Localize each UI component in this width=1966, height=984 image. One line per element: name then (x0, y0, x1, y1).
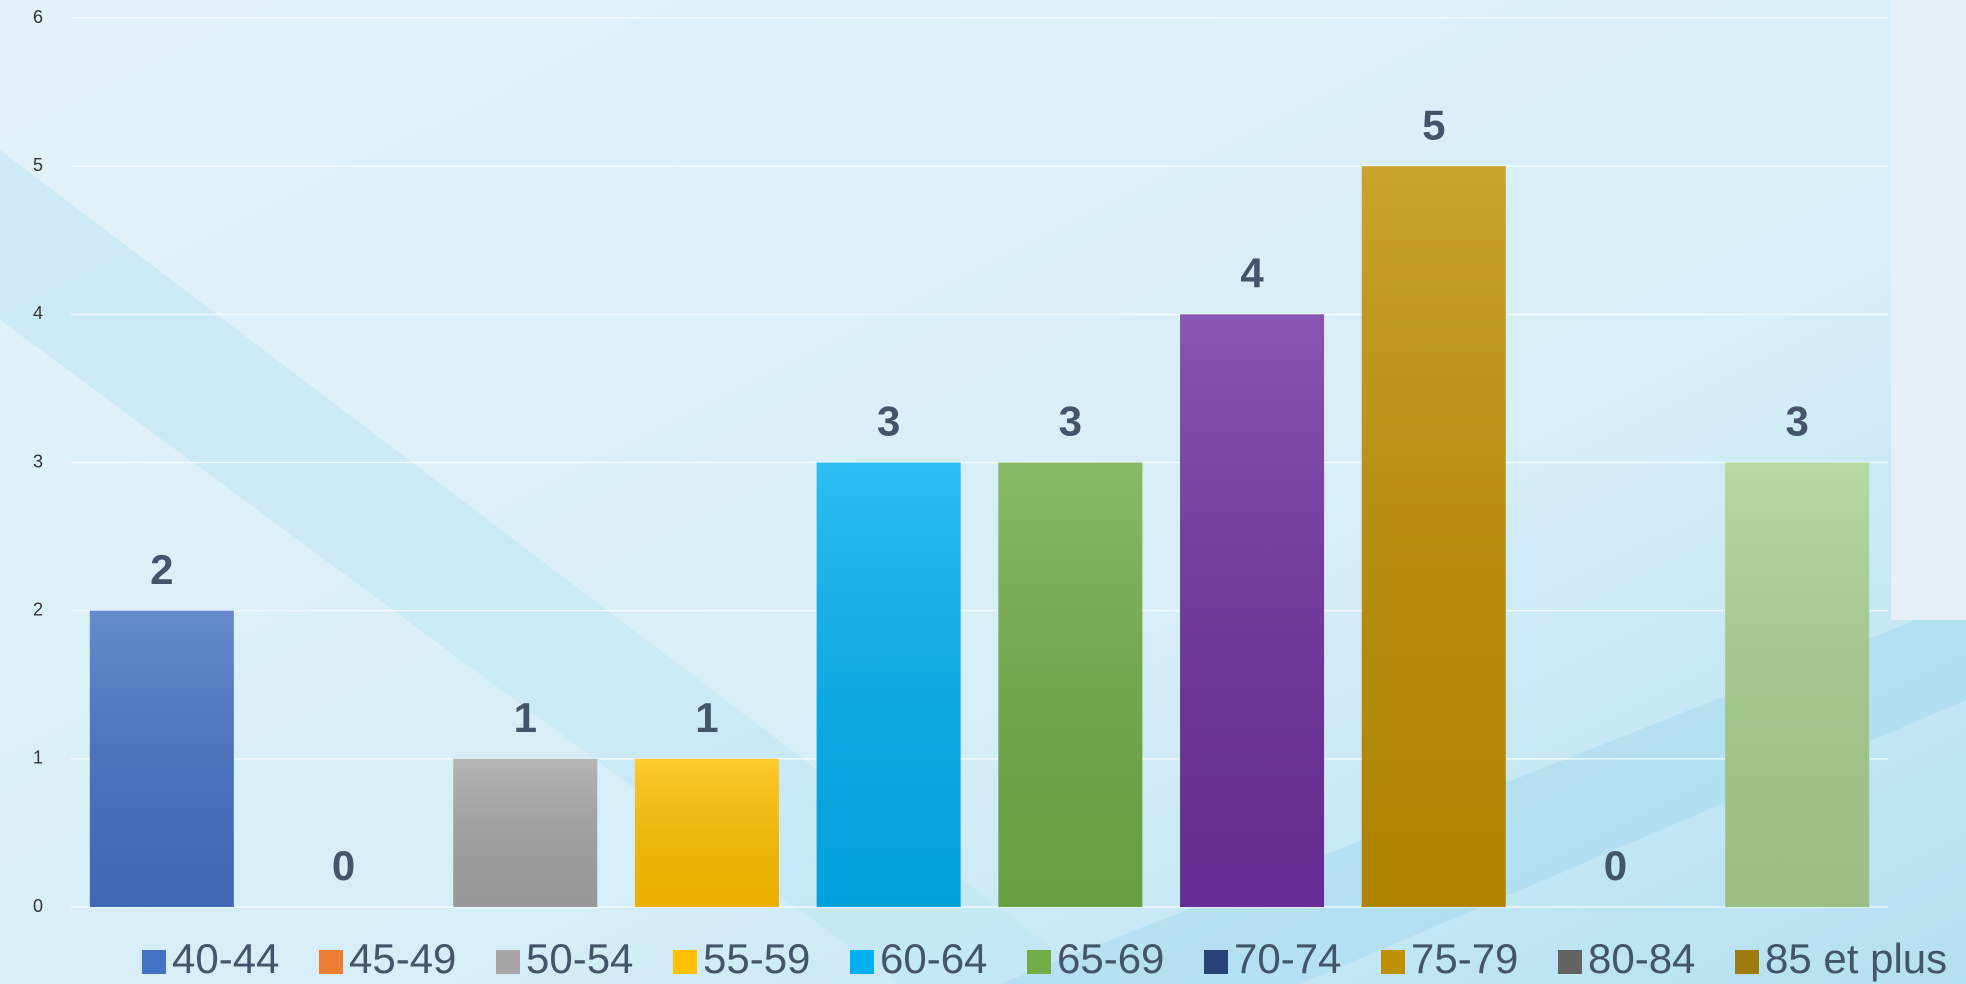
data-label: 4 (1240, 249, 1264, 296)
side-panel (1891, 0, 1966, 620)
data-label: 3 (1059, 398, 1082, 445)
legend-label: 55-59 (703, 935, 810, 982)
y-tick-label: 1 (33, 748, 43, 768)
legend-label: 65-69 (1057, 935, 1164, 982)
data-label: 3 (877, 398, 900, 445)
y-tick-label: 4 (33, 303, 43, 323)
legend-label: 40-44 (172, 935, 279, 982)
bar-shade (1725, 462, 1870, 907)
legend-label: 85 et plus (1765, 935, 1947, 982)
y-tick-label: 5 (33, 155, 43, 175)
legend-swatch (1027, 950, 1051, 974)
y-tick-label: 0 (33, 896, 43, 916)
bar-shade (634, 758, 779, 907)
legend-swatch (1381, 950, 1405, 974)
legend-swatch (1735, 950, 1759, 974)
legend-swatch (1204, 950, 1228, 974)
bar-shade (1180, 314, 1325, 907)
legend-swatch (142, 950, 166, 974)
legend-swatch (850, 950, 874, 974)
legend-label: 70-74 (1234, 935, 1341, 982)
legend-swatch (673, 950, 697, 974)
legend-label: 60-64 (880, 935, 987, 982)
legend-label: 45-49 (349, 935, 456, 982)
y-tick-label: 3 (33, 451, 43, 471)
data-label: 1 (514, 694, 537, 741)
bar-shade (816, 462, 961, 907)
data-label: 2 (150, 546, 173, 593)
bar-shade (998, 462, 1143, 907)
legend-swatch (1558, 950, 1582, 974)
bar-shade (453, 758, 598, 907)
legend-label: 80-84 (1588, 935, 1695, 982)
data-label: 0 (1604, 842, 1627, 889)
bar-shade (89, 610, 234, 907)
data-label: 3 (1785, 398, 1808, 445)
legend-swatch (319, 950, 343, 974)
data-label: 1 (695, 694, 718, 741)
y-tick-label: 6 (33, 7, 43, 27)
legend-label: 75-79 (1411, 935, 1518, 982)
legend-label: 50-54 (526, 935, 633, 982)
data-label: 0 (332, 842, 355, 889)
y-tick-label: 2 (33, 599, 43, 619)
legend-swatch (496, 950, 520, 974)
bar-shade (1361, 166, 1506, 907)
data-label: 5 (1422, 101, 1445, 148)
